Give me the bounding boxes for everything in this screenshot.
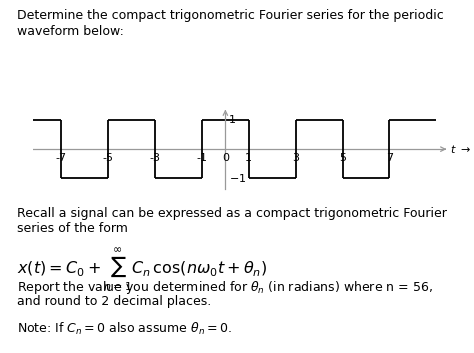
Text: -7: -7	[56, 152, 67, 163]
Text: waveform below:: waveform below:	[17, 25, 123, 38]
Text: and round to 2 decimal places.: and round to 2 decimal places.	[17, 295, 211, 309]
Text: series of the form: series of the form	[17, 222, 128, 235]
Text: 7: 7	[386, 152, 393, 163]
Text: 1: 1	[229, 115, 236, 125]
Text: -1: -1	[196, 152, 208, 163]
Text: Determine the compact trigonometric Fourier series for the periodic: Determine the compact trigonometric Four…	[17, 9, 443, 22]
Text: 5: 5	[339, 152, 346, 163]
Text: 3: 3	[292, 152, 299, 163]
Text: $x(t) = C_0 + \sum_{n=1}^{\infty} C_n\, \cos(n\omega_0 t + \theta_n)$: $x(t) = C_0 + \sum_{n=1}^{\infty} C_n\, …	[17, 247, 267, 293]
Text: $-1$: $-1$	[229, 172, 246, 184]
Text: $t\ \rightarrow$: $t\ \rightarrow$	[450, 143, 471, 155]
Text: Report the value you determined for $\theta_n$ (in radians) where n = 56,: Report the value you determined for $\th…	[17, 279, 432, 296]
Text: 0: 0	[222, 152, 229, 163]
Text: 1: 1	[246, 152, 252, 163]
Text: -5: -5	[103, 152, 114, 163]
Text: Recall a signal can be expressed as a compact trigonometric Fourier: Recall a signal can be expressed as a co…	[17, 207, 447, 220]
Text: -3: -3	[150, 152, 161, 163]
Text: Note: If $C_n = 0$ also assume $\theta_n = 0$.: Note: If $C_n = 0$ also assume $\theta_n…	[17, 321, 231, 337]
